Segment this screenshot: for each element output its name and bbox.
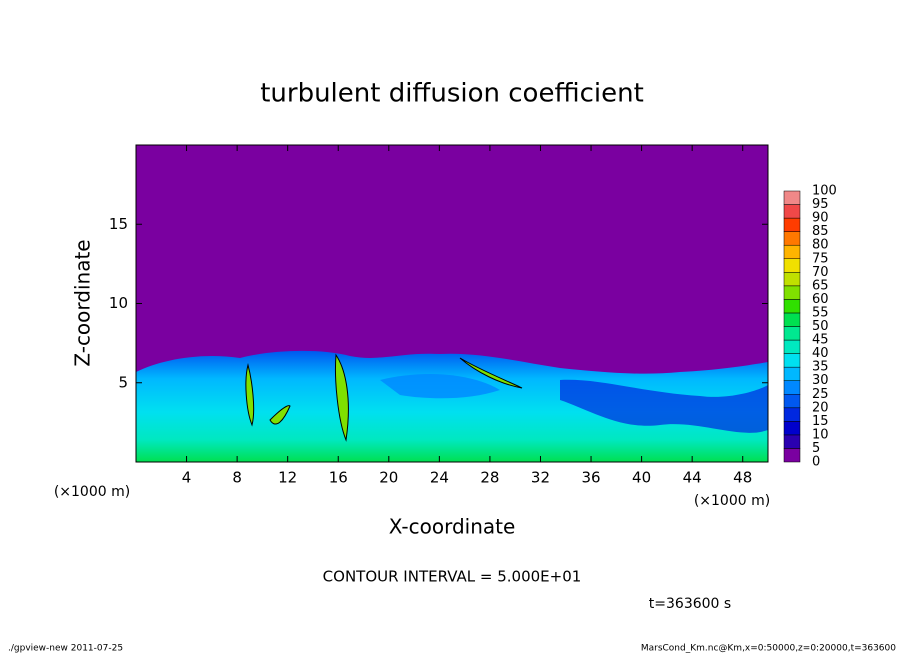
x-tick-label: 44 [683, 469, 702, 487]
colorbar-box [783, 244, 801, 259]
colorbar-box [783, 407, 801, 422]
colorbar-label: 0 [812, 455, 820, 470]
colorbar-box [783, 258, 801, 273]
chart-title: turbulent diffusion coefficient [260, 79, 644, 109]
x-unit: (×1000 m) [54, 484, 130, 500]
colorbar-box [783, 448, 801, 463]
colorbar-label: 80 [812, 238, 829, 253]
colorbar-label: 90 [812, 211, 829, 226]
turbulent-eddy [380, 374, 500, 399]
colorbar-label: 50 [812, 319, 829, 334]
y-tick-label: 15 [109, 215, 128, 233]
colorbar-box [783, 217, 801, 232]
colorbar-label: 25 [812, 387, 829, 402]
colorbar-label: 40 [812, 346, 829, 361]
x-tick-label: 48 [733, 469, 752, 487]
x-unit: (×1000 m) [694, 493, 770, 509]
colorbar-box [783, 434, 801, 449]
colorbar-box [783, 204, 801, 219]
x-tick-label: 4 [182, 469, 192, 487]
y-tick-label: 5 [118, 373, 128, 391]
colorbar-box [783, 299, 801, 314]
colorbar-label: 15 [812, 414, 829, 429]
time-label: t=363600 s [649, 596, 731, 612]
colorbar-box [783, 326, 801, 341]
colorbar-box [783, 231, 801, 246]
colorbar-label: 95 [812, 197, 829, 212]
colorbar-label: 70 [812, 265, 829, 280]
x-tick-label: 24 [430, 469, 449, 487]
y-axis-label: Z-coordinate [71, 239, 95, 366]
colorbar-box [783, 394, 801, 409]
x-tick-label: 32 [531, 469, 550, 487]
contour-interval: CONTOUR INTERVAL = 5.000E+01 [323, 568, 582, 586]
x-tick-label: 12 [278, 469, 297, 487]
colorbar-box [783, 380, 801, 395]
colorbar-label: 45 [812, 333, 829, 348]
colorbar-label: 35 [812, 360, 829, 375]
colorbar-box [783, 190, 801, 205]
y-tick-label: 10 [109, 294, 128, 312]
x-tick-label: 8 [232, 469, 242, 487]
colorbar-label: 55 [812, 305, 829, 320]
footer-left: ./gpview-new 2011-07-25 [8, 644, 123, 654]
x-tick-label: 16 [329, 469, 348, 487]
colorbar-label: 60 [812, 292, 829, 307]
colorbar-box [783, 421, 801, 436]
x-tick-label: 36 [581, 469, 600, 487]
colorbar-box [783, 312, 801, 327]
x-tick-label: 40 [632, 469, 651, 487]
x-axis-label: X-coordinate [389, 515, 516, 539]
colorbar-label: 20 [812, 400, 829, 415]
colorbar-box [783, 339, 801, 354]
colorbar-box [783, 285, 801, 300]
footer-right: MarsCond_Km.nc@Km,x=0:50000,z=0:20000,t=… [641, 644, 896, 654]
colorbar-label: 65 [812, 278, 829, 293]
colorbar-box [783, 353, 801, 368]
turbulent-layer [136, 350, 768, 462]
colorbar-label: 30 [812, 373, 829, 388]
colorbar-label: 85 [812, 224, 829, 239]
colorbar-label: 100 [812, 184, 837, 199]
colorbar-label: 75 [812, 251, 829, 266]
x-tick-label: 20 [379, 469, 398, 487]
turbulent-eddy [560, 379, 768, 433]
colorbar-box [783, 366, 801, 381]
colorbar-label: 10 [812, 427, 829, 442]
x-tick-label: 28 [480, 469, 499, 487]
contour-region [245, 353, 523, 442]
colorbar-box [783, 272, 801, 287]
colorbar-label: 5 [812, 441, 820, 456]
